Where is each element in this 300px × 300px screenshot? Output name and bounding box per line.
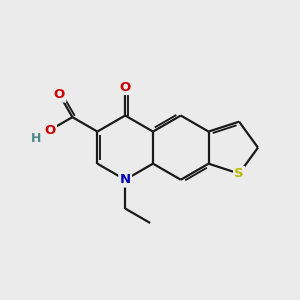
Text: H: H [31, 132, 41, 145]
Text: N: N [120, 173, 131, 186]
Text: O: O [119, 81, 131, 94]
Text: S: S [234, 167, 244, 180]
Text: O: O [54, 88, 65, 101]
Text: O: O [44, 124, 56, 136]
